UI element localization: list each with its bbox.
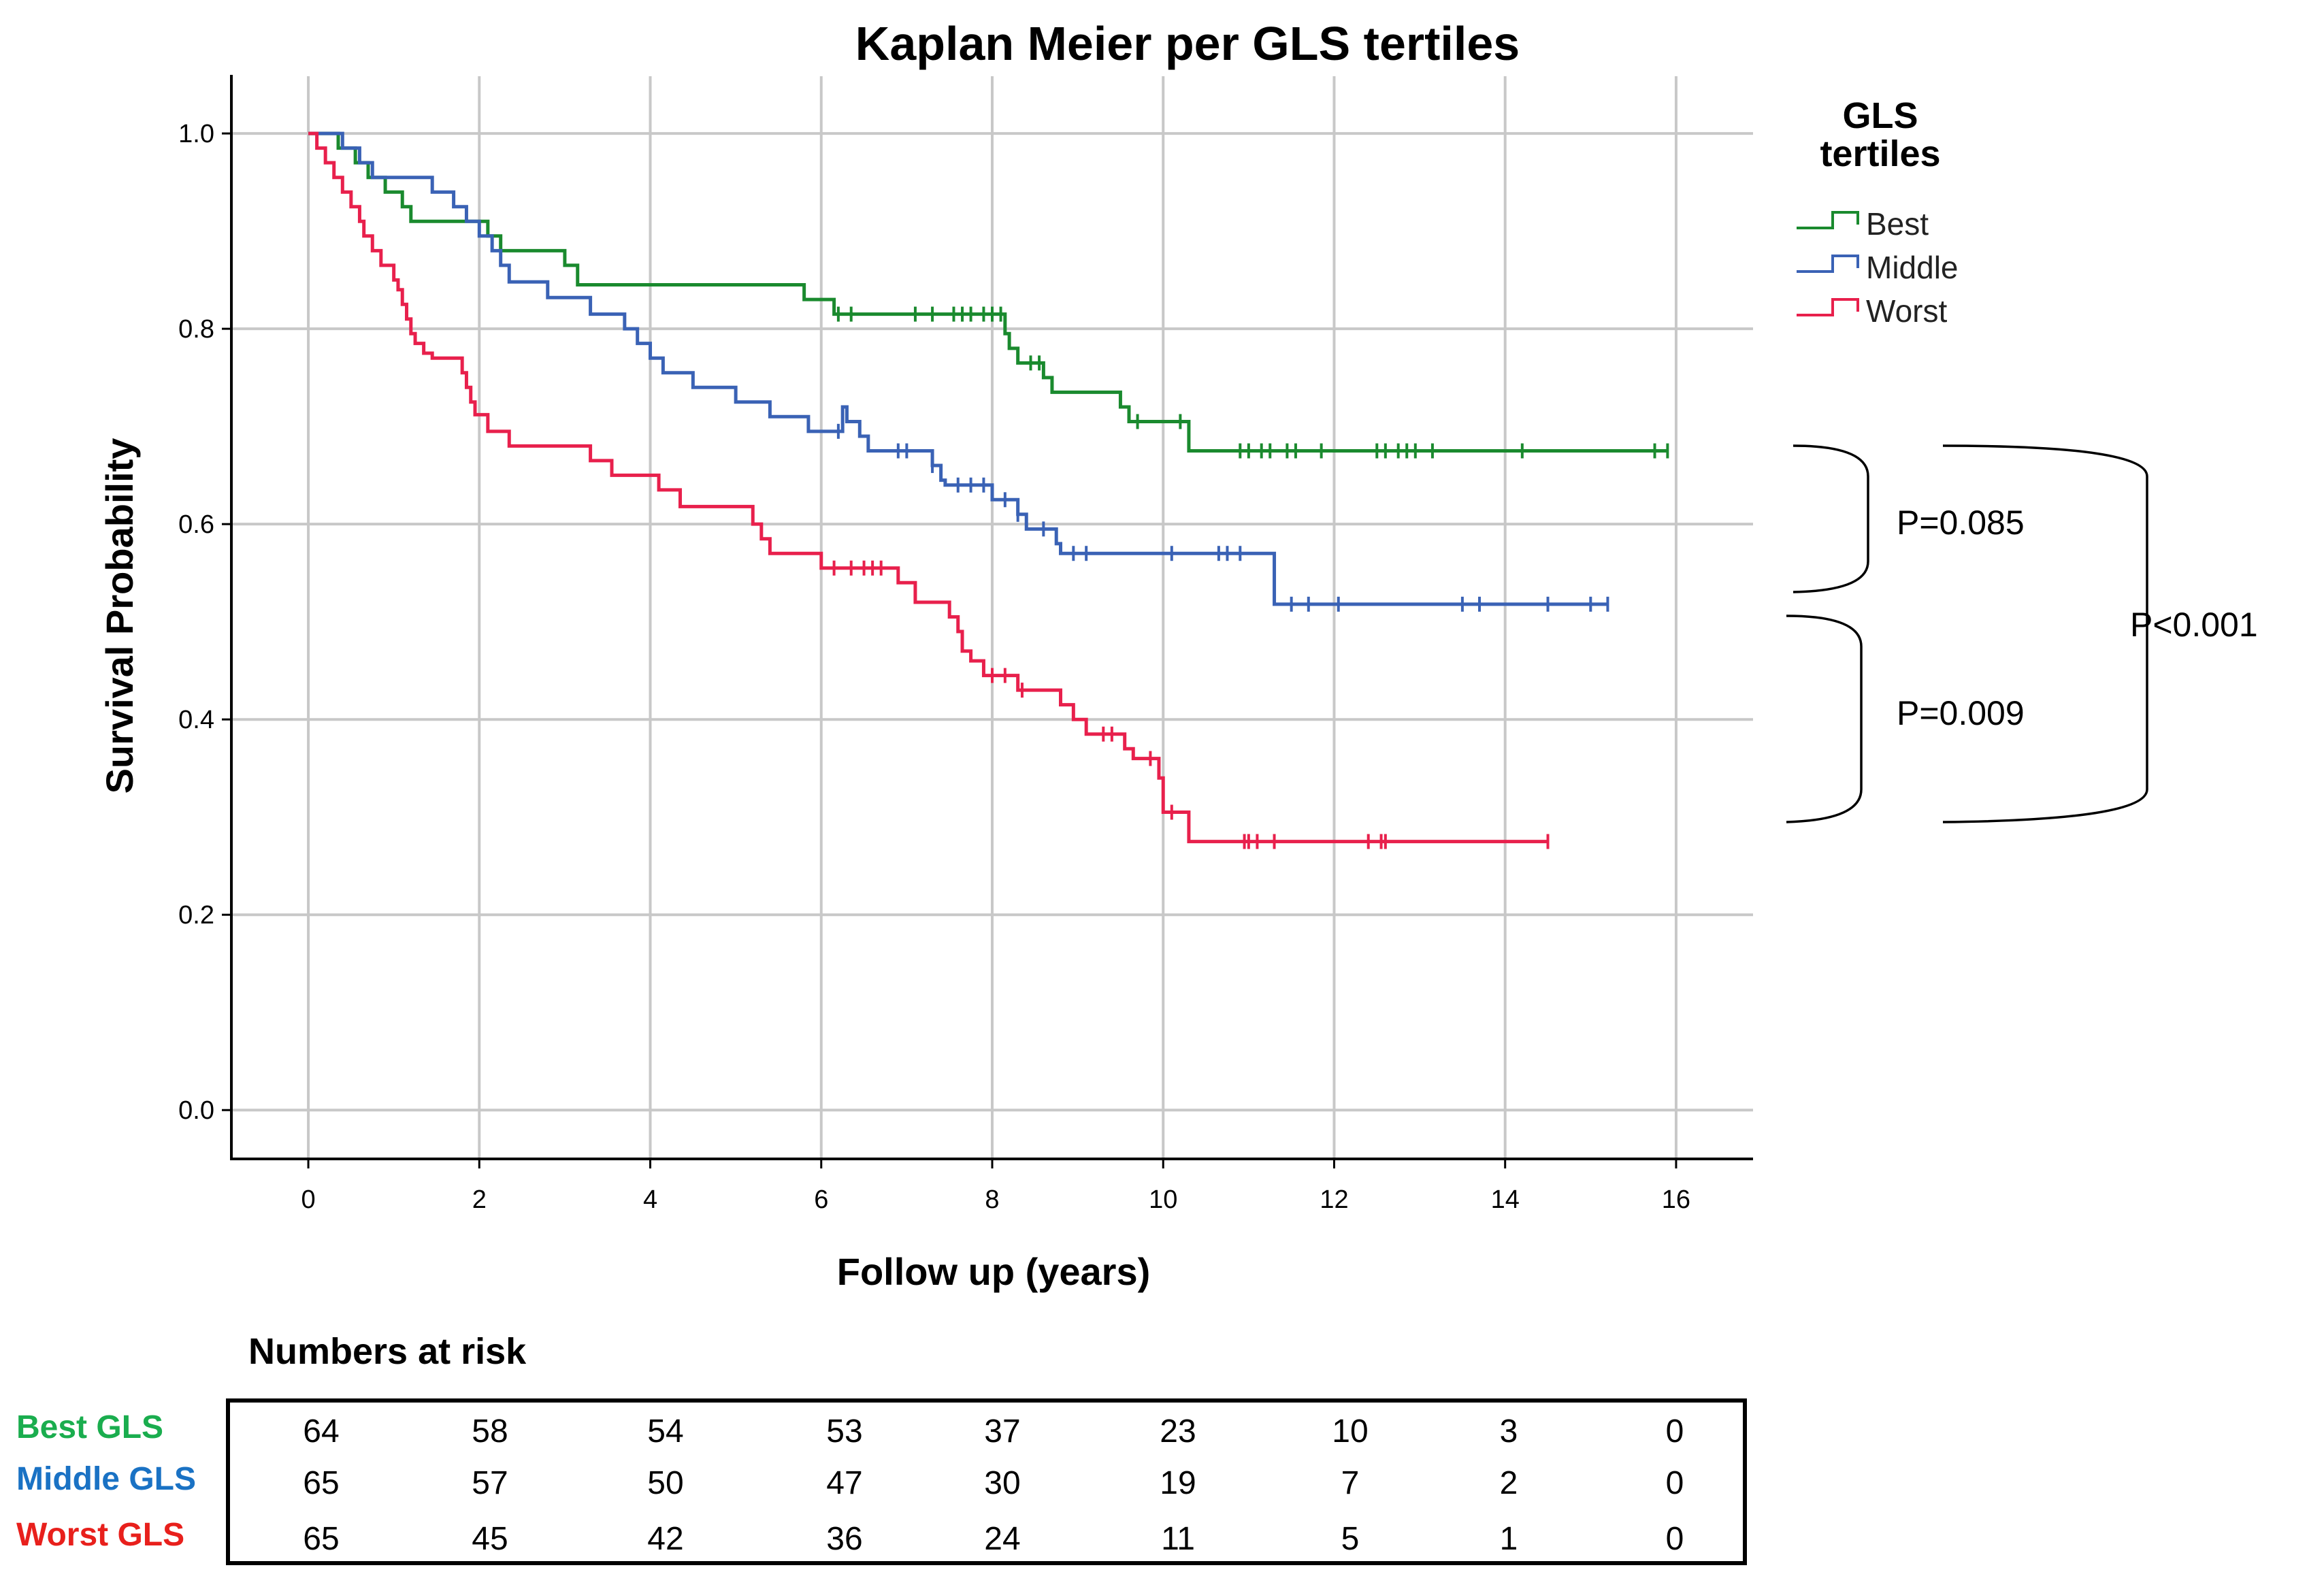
bracket-middle-worst — [1786, 615, 1863, 823]
risk-cell: 37 — [984, 1413, 1021, 1449]
y-tick-label: 0.0 — [178, 1096, 214, 1125]
risk-cell: 0 — [1665, 1465, 1684, 1501]
risk-cell: 5 — [1341, 1521, 1360, 1557]
legend-label-best: Best — [1866, 206, 1929, 242]
legend-title: GLS — [1842, 95, 1918, 136]
legend-swatch-middle — [1797, 255, 1859, 273]
risk-cell: 54 — [647, 1413, 684, 1449]
risk-cell: 42 — [647, 1521, 684, 1557]
risk-cell: 7 — [1341, 1465, 1360, 1501]
risk-table-title: Numbers at risk — [248, 1331, 527, 1372]
risk-cell: 53 — [826, 1413, 863, 1449]
chart-title: Kaplan Meier per GLS tertiles — [855, 17, 1520, 70]
risk-row-label: Middle GLS — [16, 1461, 196, 1497]
legend-swatch-best — [1797, 211, 1859, 229]
x-tick-label: 8 — [985, 1185, 999, 1214]
risk-cell: 58 — [472, 1413, 508, 1449]
x-tick-label: 0 — [301, 1185, 315, 1214]
y-axis-label: Survival Probability — [98, 438, 141, 794]
legend-label-middle: Middle — [1866, 250, 1959, 285]
x-tick-label: 14 — [1491, 1185, 1520, 1214]
x-tick-label: 16 — [1662, 1185, 1690, 1214]
survival-curve-worst — [308, 131, 1548, 844]
risk-cell: 0 — [1665, 1521, 1684, 1557]
p-value-label: P<0.001 — [2130, 606, 2258, 644]
legend-title: tertiles — [1820, 133, 1940, 174]
risk-row-label: Best GLS — [16, 1409, 164, 1445]
y-tick-label: 1.0 — [178, 120, 214, 148]
axis-ticks: 0 2 4 6 8 10 12 14 16 0.0 0.2 0.4 0.6 0.8 1.0 — [178, 120, 1690, 1214]
risk-cell: 47 — [826, 1465, 863, 1501]
x-tick-label: 6 — [814, 1185, 828, 1214]
x-axis-label: Follow up (years) — [837, 1250, 1151, 1293]
x-tick-label: 12 — [1320, 1185, 1348, 1214]
y-tick-label: 0.8 — [178, 315, 214, 344]
x-tick-label: 2 — [472, 1185, 487, 1214]
significance-brackets — [1786, 444, 2148, 823]
risk-cell: 24 — [984, 1521, 1021, 1557]
risk-cell: 57 — [472, 1465, 508, 1501]
risk-cell: 36 — [826, 1521, 863, 1557]
risk-cell: 45 — [472, 1521, 508, 1557]
risk-cell: 30 — [984, 1465, 1021, 1501]
risk-cell: 65 — [303, 1465, 340, 1501]
y-tick-label: 0.4 — [178, 706, 214, 734]
legend-label-worst: Worst — [1866, 293, 1947, 329]
risk-cell: 2 — [1499, 1465, 1518, 1501]
risk-table: 64 58 54 53 37 23 10 3 0 65 57 50 47 30 19 7 2 0 65 45 42 36 2… — [226, 1398, 1747, 1565]
p-value-label: P=0.085 — [1897, 504, 2025, 542]
survival-curves — [308, 131, 1669, 849]
survival-curve-best — [308, 131, 1668, 453]
grid-lines — [231, 76, 1753, 1159]
risk-cell: 64 — [303, 1413, 340, 1449]
risk-row-label: Worst GLS — [16, 1517, 185, 1553]
risk-cell: 0 — [1665, 1413, 1684, 1449]
risk-cell: 11 — [1161, 1521, 1195, 1557]
legend-swatch-worst — [1797, 298, 1859, 316]
risk-cell: 10 — [1332, 1413, 1369, 1449]
risk-cell: 3 — [1499, 1413, 1518, 1449]
survival-curve-middle — [308, 131, 1608, 606]
y-tick-label: 0.6 — [178, 510, 214, 539]
risk-cell: 23 — [1160, 1413, 1196, 1449]
risk-cell: 19 — [1160, 1465, 1196, 1501]
x-tick-label: 4 — [643, 1185, 657, 1214]
risk-cell: 1 — [1499, 1521, 1518, 1557]
kaplan-meier-chart: Kaplan Meier per GLS tertiles 0 2 4 6 8 10 12 1… — [98, 17, 2258, 1293]
bracket-best-worst — [1942, 444, 2148, 823]
p-value-label: P=0.009 — [1897, 694, 2025, 732]
y-tick-label: 0.2 — [178, 901, 214, 930]
p-value-annotations: P=0.085 P=0.009 P<0.001 — [1897, 504, 2258, 732]
risk-cell: 65 — [303, 1521, 340, 1557]
risk-cell: 50 — [647, 1465, 684, 1501]
x-tick-label: 10 — [1149, 1185, 1177, 1214]
bracket-best-middle — [1793, 444, 1869, 593]
